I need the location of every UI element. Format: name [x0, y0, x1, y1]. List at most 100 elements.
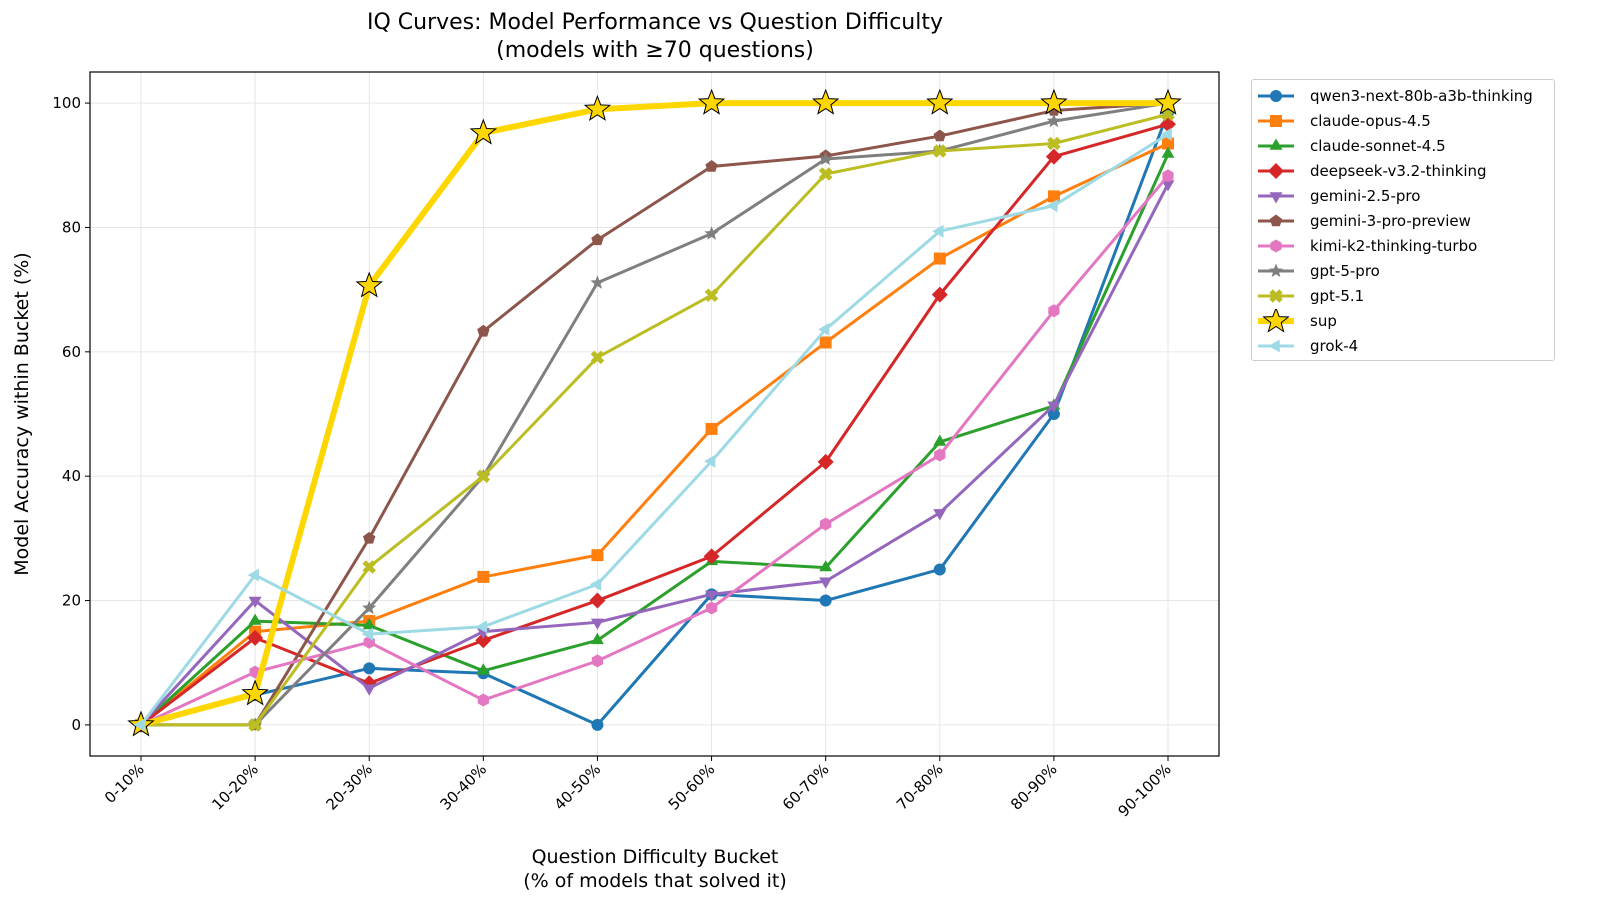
legend-swatch	[1258, 239, 1294, 252]
data-point	[819, 577, 833, 589]
legend-label: qwen3-next-80b-a3b-thinking	[1310, 86, 1533, 105]
data-point	[583, 94, 612, 121]
legend-item: deepseek-v3.2-thinking	[1252, 158, 1487, 183]
data-point	[1160, 127, 1172, 141]
y-tick-label: 20	[62, 592, 81, 610]
series-sup	[127, 88, 1182, 737]
data-point	[811, 88, 840, 115]
series-line	[140, 122, 1169, 727]
legend-item: gemini-2.5-pro	[1252, 183, 1420, 208]
y-tick-label: 60	[62, 343, 81, 361]
data-point	[1047, 401, 1061, 413]
x-tick-label: 10-20%	[208, 760, 262, 814]
legend-swatch	[1258, 89, 1294, 102]
data-point	[247, 568, 259, 582]
legend-swatch	[1258, 162, 1294, 179]
data-point	[477, 693, 489, 707]
data-point	[932, 224, 944, 238]
legend-label: gemini-3-pro-preview	[1310, 211, 1471, 230]
data-point	[703, 548, 720, 565]
data-point	[933, 434, 947, 446]
data-point	[933, 509, 947, 521]
data-point	[248, 596, 262, 608]
data-point	[1040, 88, 1068, 115]
data-point	[1162, 169, 1174, 183]
legend-item: claude-sonnet-4.5	[1252, 133, 1446, 158]
x-tick-label: 40-50%	[551, 760, 605, 814]
chart-title: IQ Curves: Model Performance vs Question…	[366, 10, 943, 35]
y-tick-label: 100	[52, 94, 81, 112]
series-line	[140, 142, 1169, 727]
data-point	[819, 594, 832, 607]
data-point	[590, 350, 605, 365]
data-point	[591, 549, 604, 562]
data-point	[704, 288, 719, 303]
x-tick-label: 20-30%	[322, 760, 376, 814]
data-point	[477, 324, 490, 337]
data-point	[926, 88, 954, 115]
series-line	[139, 132, 1169, 726]
legend-label: gpt-5.1	[1310, 286, 1365, 305]
data-point	[248, 718, 262, 732]
legend-label: sup	[1310, 311, 1337, 330]
legend-item: sup	[1252, 308, 1337, 333]
data-point	[704, 226, 719, 240]
data-point	[1045, 148, 1062, 165]
data-point	[817, 453, 834, 470]
data-point	[475, 632, 492, 649]
data-point	[1161, 146, 1175, 158]
x-tick-label: 50-60%	[665, 760, 719, 814]
legend-swatch	[1258, 214, 1294, 226]
data-point	[1269, 288, 1283, 303]
legend-label: gemini-2.5-pro	[1310, 186, 1421, 205]
x-tick-label: 90-100%	[1114, 760, 1174, 820]
x-tick-label: 30-40%	[437, 760, 491, 814]
data-point	[1048, 304, 1060, 318]
legend-label: grok-4	[1310, 336, 1359, 355]
data-point	[1268, 162, 1284, 179]
data-point	[589, 592, 606, 609]
data-point	[590, 275, 605, 289]
data-point	[1269, 138, 1283, 150]
data-point	[1269, 191, 1283, 203]
data-point	[1047, 136, 1061, 151]
series-line	[140, 111, 1170, 727]
series-line	[140, 174, 1170, 727]
legend-swatch	[1258, 339, 1294, 352]
legend-label: kimi-k2-thinking-turbo	[1310, 236, 1478, 255]
data-point	[705, 590, 719, 602]
data-point	[1047, 190, 1060, 203]
data-point	[818, 322, 830, 336]
data-point	[1046, 113, 1061, 128]
data-point	[363, 662, 376, 675]
legend-item: gemini-3-pro-preview	[1252, 208, 1471, 233]
data-point	[705, 160, 718, 172]
legend-label: claude-sonnet-4.5	[1310, 136, 1446, 155]
x-tick-label: 60-70%	[779, 760, 833, 814]
plot-frame	[89, 71, 1220, 757]
data-point	[1047, 408, 1060, 420]
legend-item: grok-4	[1252, 333, 1358, 358]
data-point	[362, 684, 376, 696]
data-point	[931, 286, 948, 303]
y-tick-label: 40	[62, 467, 81, 485]
legend-item: claude-opus-4.5	[1252, 108, 1431, 133]
y-axis-label: Model Accuracy within Bucket (%)	[11, 252, 33, 576]
data-point	[477, 570, 490, 583]
data-point	[1268, 263, 1284, 277]
series-line	[139, 153, 1170, 727]
y-tick-label: 80	[62, 218, 81, 236]
data-point	[248, 613, 262, 625]
data-point	[247, 629, 264, 646]
data-point	[241, 679, 269, 706]
legend-swatch	[1258, 308, 1294, 333]
series-line	[141, 101, 1169, 727]
data-point	[591, 233, 604, 246]
data-point	[476, 663, 490, 675]
data-point	[475, 620, 488, 634]
data-point	[1154, 88, 1182, 115]
data-point	[934, 448, 946, 462]
data-point	[1162, 137, 1174, 150]
legend-item: gpt-5-pro	[1252, 258, 1380, 283]
legend-swatch	[1258, 263, 1294, 277]
